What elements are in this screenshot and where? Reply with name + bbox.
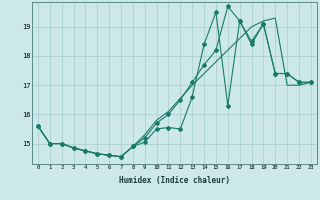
- X-axis label: Humidex (Indice chaleur): Humidex (Indice chaleur): [119, 176, 230, 185]
